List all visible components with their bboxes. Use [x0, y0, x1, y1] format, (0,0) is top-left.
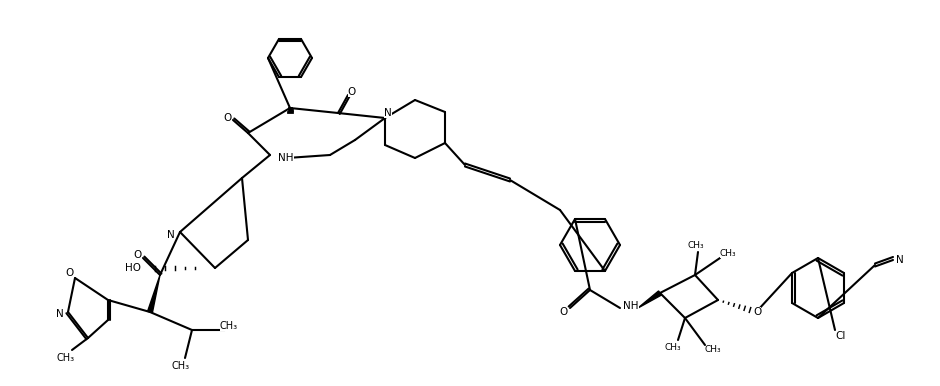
Text: NH: NH: [623, 301, 638, 311]
Text: O: O: [133, 250, 141, 260]
Text: O: O: [223, 113, 231, 123]
Text: CH₃: CH₃: [720, 249, 736, 257]
Text: CH₃: CH₃: [705, 345, 721, 354]
Text: O: O: [559, 307, 567, 317]
Text: CH₃: CH₃: [172, 361, 190, 371]
Text: N: N: [167, 230, 175, 240]
Text: NH: NH: [278, 153, 293, 163]
Polygon shape: [638, 291, 662, 308]
Polygon shape: [148, 275, 160, 313]
Text: N: N: [896, 255, 904, 265]
Text: O: O: [66, 268, 74, 278]
Text: CH₃: CH₃: [220, 321, 238, 331]
Text: O: O: [348, 87, 356, 97]
Text: CH₃: CH₃: [688, 240, 704, 249]
Text: HO: HO: [125, 263, 141, 273]
Text: N: N: [384, 108, 392, 118]
Text: CH₃: CH₃: [665, 344, 682, 352]
Text: N: N: [56, 309, 64, 319]
Text: Cl: Cl: [836, 331, 846, 341]
Text: O: O: [753, 307, 761, 317]
Text: CH₃: CH₃: [57, 353, 75, 363]
